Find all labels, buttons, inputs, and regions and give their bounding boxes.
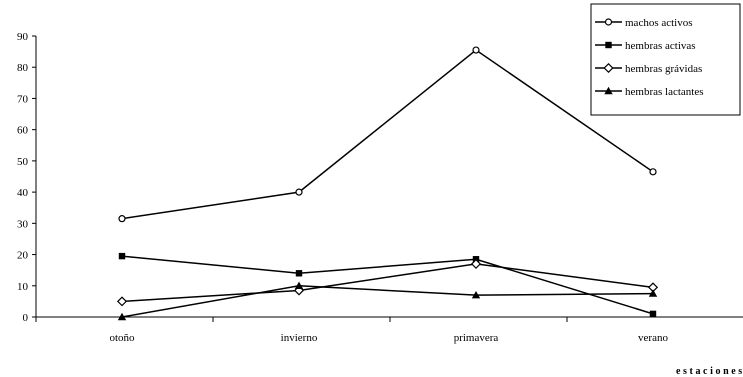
series-1 xyxy=(118,46,657,223)
legend-marker xyxy=(605,41,612,49)
legend-marker xyxy=(604,18,613,26)
series-line xyxy=(121,263,654,303)
legend-label: hembras grávidas xyxy=(625,63,702,75)
series-layer xyxy=(116,46,659,321)
legend-marker xyxy=(604,86,613,95)
axes: 0 10 20 30 40 50 60 70 80 90 otoño invierno primaver… xyxy=(17,31,743,344)
series-line xyxy=(121,255,654,315)
data-point xyxy=(295,270,303,277)
x-axis-label: estaciones xyxy=(676,366,743,377)
legend-label: hembras activas xyxy=(625,40,696,52)
data-point xyxy=(117,312,127,321)
y-tick-label: 80 xyxy=(17,62,29,74)
data-point xyxy=(649,310,657,318)
series-line xyxy=(121,49,654,220)
y-tick-label: 10 xyxy=(17,281,29,293)
y-tick-label: 40 xyxy=(17,187,29,199)
data-point xyxy=(118,252,126,260)
y-tick-label: 50 xyxy=(17,156,29,168)
y-tick-label: 60 xyxy=(17,125,29,137)
series-2 xyxy=(118,252,657,318)
y-tick-label: 30 xyxy=(17,218,29,230)
x-category-label: primavera xyxy=(454,332,499,344)
x-category-label: verano xyxy=(638,332,668,344)
y-tick-label: 70 xyxy=(17,93,29,105)
data-point xyxy=(294,281,304,289)
series-line xyxy=(121,285,654,318)
legend-marker xyxy=(603,62,614,74)
y-tick-label: 0 xyxy=(23,312,29,324)
x-category-label: invierno xyxy=(281,332,318,344)
data-point xyxy=(470,258,482,269)
data-point xyxy=(471,290,481,299)
x-category-label: otoño xyxy=(109,332,135,344)
data-point xyxy=(472,46,480,54)
data-point xyxy=(295,188,303,196)
y-tick-label: 20 xyxy=(17,250,29,262)
legend: machos activos hembras activas hembras grá… xyxy=(590,3,741,116)
y-tick-label: 90 xyxy=(17,31,29,43)
data-point xyxy=(649,168,657,176)
data-point xyxy=(648,289,658,297)
data-point xyxy=(116,296,128,307)
data-point xyxy=(118,215,126,223)
series-4 xyxy=(117,281,658,321)
legend-label: hembras lactantes xyxy=(625,86,704,98)
legend-label: machos activos xyxy=(625,17,693,29)
